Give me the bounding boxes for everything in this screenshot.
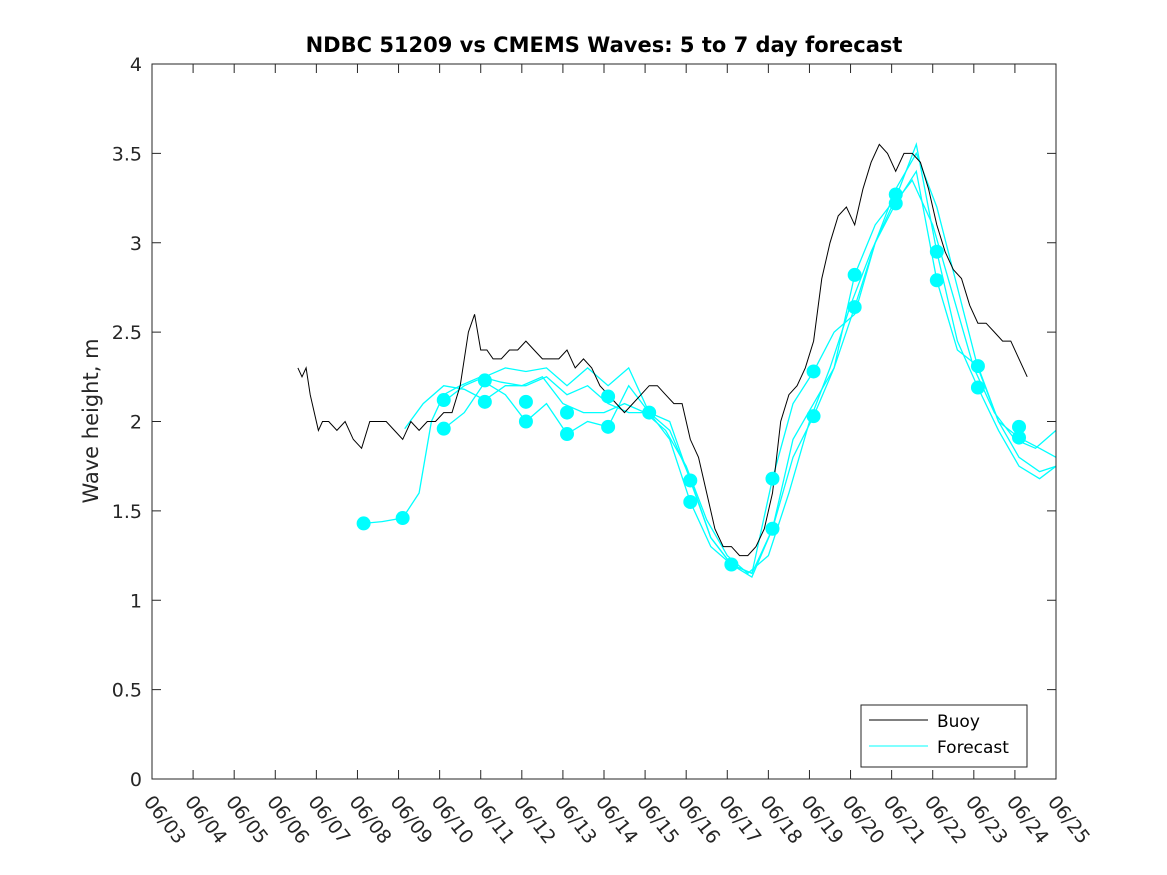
forecast-dot [970, 359, 985, 374]
y-tick-label: 0 [130, 769, 142, 791]
y-tick-label: 1.5 [112, 501, 142, 523]
legend-buoy-label: Buoy [937, 712, 980, 732]
forecast-dot [1012, 419, 1027, 434]
forecast-dot [1012, 430, 1027, 445]
series-layer [297, 142, 1057, 578]
forecast-dot [477, 394, 492, 409]
y-tick-label: 3.5 [112, 143, 142, 165]
forecast-dot [970, 380, 985, 395]
forecast-dot [601, 389, 616, 404]
forecast-dot [806, 409, 821, 424]
forecast-dot [642, 405, 657, 420]
forecast-dot [847, 267, 862, 282]
y-tick-label: 2 [130, 412, 142, 434]
legend-box [860, 704, 1028, 768]
y-tick-label: 3 [130, 233, 142, 255]
forecast-dot [929, 244, 944, 259]
forecast-dot [560, 405, 575, 420]
y-tick-label: 4 [130, 54, 142, 76]
forecast-dot [683, 473, 698, 488]
forecast-dot [436, 393, 451, 408]
forecast-dot [765, 521, 780, 536]
forecast-dot [395, 511, 410, 526]
plot-frame [151, 63, 1057, 780]
forecast-dot [847, 300, 862, 315]
y-tick-label: 2.5 [112, 322, 142, 344]
forecast-dot [601, 419, 616, 434]
forecast-line [363, 178, 1057, 575]
legend-forecast-label: Forecast [937, 738, 1009, 758]
legend: Buoy Forecast [860, 704, 1028, 768]
y-tick-label: 0.5 [112, 680, 142, 702]
forecast-dot [560, 427, 575, 442]
forecast-dot [518, 414, 533, 429]
y-tick-label: 1 [130, 590, 142, 612]
forecast-dot [477, 373, 492, 388]
forecast-dot [806, 364, 821, 379]
buoy-line [297, 143, 1028, 557]
forecast-line [443, 169, 1057, 575]
forecast-dot [356, 516, 371, 531]
forecast-dots [356, 187, 1027, 572]
forecast-dot [929, 273, 944, 288]
forecast-dot [765, 471, 780, 486]
forecast-dot [724, 557, 739, 572]
y-axis-label: Wave height, m [79, 338, 103, 503]
chart-title: NDBC 51209 vs CMEMS Waves: 5 to 7 day fo… [306, 33, 903, 57]
forecast-dot [436, 421, 451, 436]
forecast-dot [518, 394, 533, 409]
forecast-dot [683, 494, 698, 509]
forecast-dot [888, 196, 903, 211]
